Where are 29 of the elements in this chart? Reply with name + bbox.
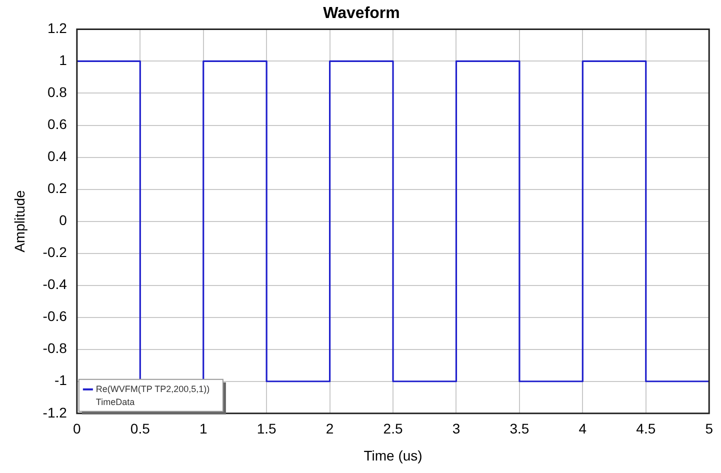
x-tick-label: 1 [199, 420, 208, 437]
y-axis-title: Amplitude [11, 190, 28, 252]
y-tick-label: -0.4 [42, 276, 68, 292]
y-tick-label: -1 [54, 372, 68, 388]
y-tick-label: 0.2 [47, 180, 68, 196]
chart-title: Waveform [323, 5, 400, 22]
y-tick-label: 0.8 [47, 84, 68, 100]
x-tick-label: 3.5 [510, 420, 530, 437]
y-tick-label: -0.6 [42, 308, 68, 324]
y-tick-label: -1.2 [42, 404, 68, 420]
x-tick-label: 5 [705, 420, 714, 437]
x-tick-label: 1.5 [256, 420, 277, 437]
x-tick-label: 3 [452, 420, 460, 437]
annotation: TimeData [96, 396, 135, 407]
y-tick-label: 1.2 [47, 20, 68, 36]
y-tick-label: 1 [59, 52, 68, 68]
x-axis-title: Time (us) [364, 447, 422, 464]
x-tick-label: 0.5 [130, 420, 150, 437]
x-tick-label: 4 [578, 420, 587, 437]
y-tick-label: 0.4 [47, 148, 68, 164]
y-tick-label: -0.8 [42, 340, 68, 356]
y-tick-label: 0.6 [47, 116, 68, 132]
y-tick-label: 0 [59, 212, 68, 228]
x-tick-label: 2 [326, 420, 334, 437]
x-tick-label: 0 [73, 420, 82, 437]
legend-label: Re(WVFM(TP TP2,200,5,1)) [96, 384, 210, 394]
y-tick-label: -0.2 [42, 244, 68, 260]
x-tick-label: 4.5 [636, 420, 656, 437]
x-tick-label: 2.5 [383, 420, 403, 437]
